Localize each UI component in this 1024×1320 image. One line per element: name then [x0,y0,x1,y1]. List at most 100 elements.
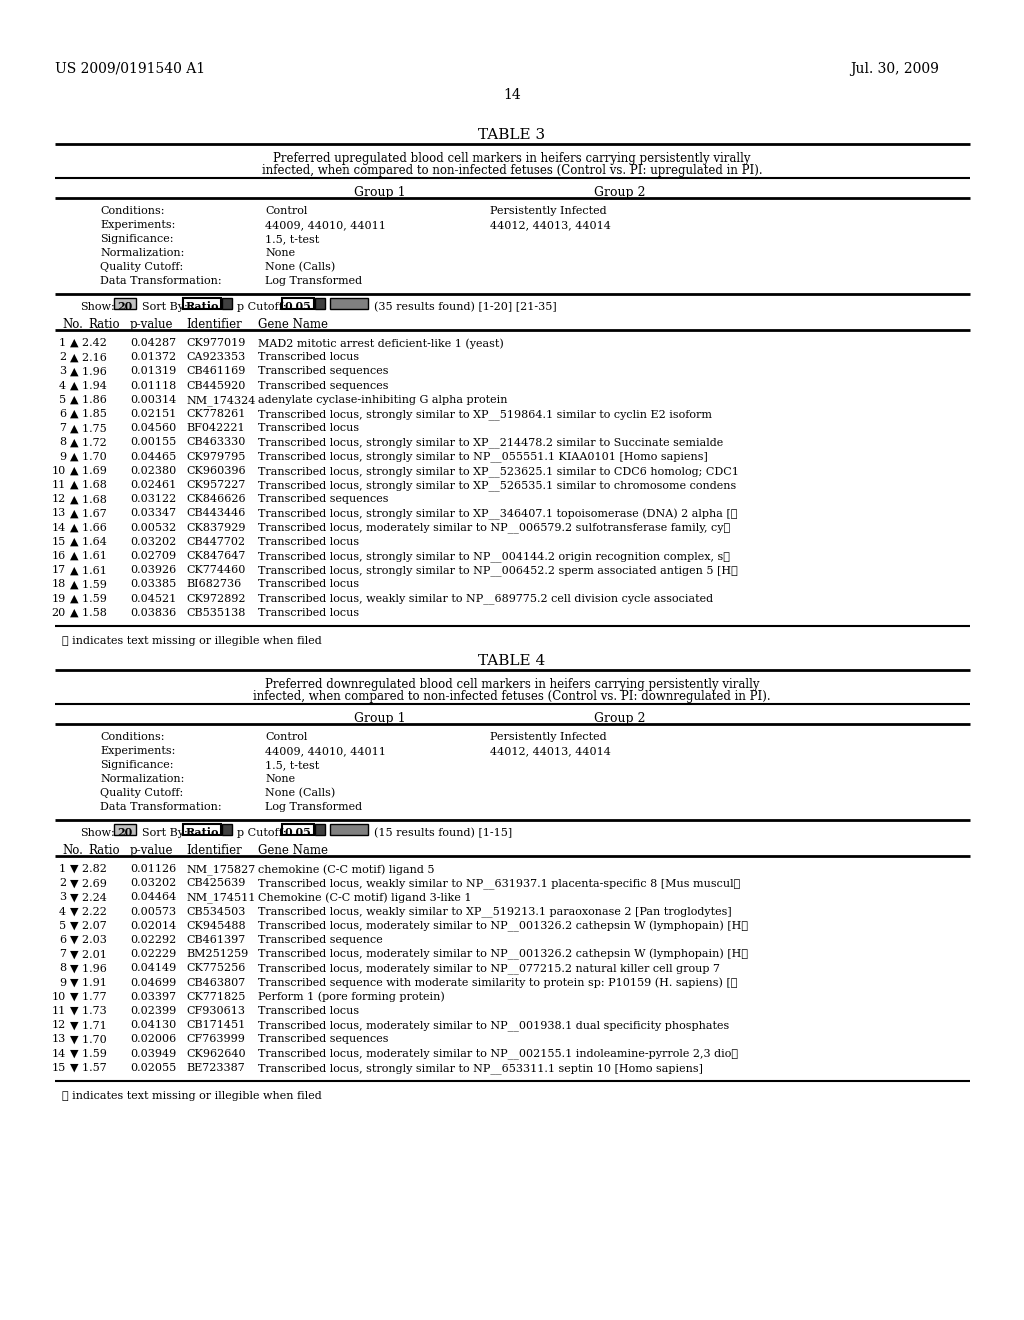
Text: Identifier: Identifier [186,843,242,857]
Text: Transcribed locus: Transcribed locus [258,424,359,433]
Text: Group 2: Group 2 [594,186,646,199]
FancyBboxPatch shape [315,824,325,836]
Text: CB461397: CB461397 [186,935,246,945]
Text: 0.00532: 0.00532 [130,523,176,532]
Text: 0.03949: 0.03949 [130,1048,176,1059]
Text: TABLE 4: TABLE 4 [478,653,546,668]
Text: 0.01118: 0.01118 [130,380,176,391]
Text: 2: 2 [58,352,66,362]
Text: Transcribed locus: Transcribed locus [258,607,359,618]
Text: Identifier: Identifier [186,318,242,331]
Text: 18: 18 [52,579,66,590]
Text: 0.02709: 0.02709 [130,550,176,561]
Text: BI682736: BI682736 [186,579,242,590]
Text: 10: 10 [52,466,66,475]
Text: 20: 20 [118,828,133,838]
Text: Transcribed locus, weakly similar to XP__519213.1 paraoxonase 2 [Pan troglodytes: Transcribed locus, weakly similar to XP_… [258,907,732,917]
Text: CK972892: CK972892 [186,594,246,603]
Text: Group 2: Group 2 [594,711,646,725]
Text: CB463807: CB463807 [186,978,246,987]
Text: Transcribed sequence with moderate similarity to protein sp: P10159 (H. sapiens): Transcribed sequence with moderate simil… [258,978,737,989]
Text: p Cutoff:: p Cutoff: [237,828,287,838]
Text: Quality Cutoff:: Quality Cutoff: [100,261,183,272]
Text: Log Transformed: Log Transformed [265,276,362,286]
Text: infected, when compared to non-infected fetuses (Control vs. PI: upregulated in : infected, when compared to non-infected … [262,164,762,177]
FancyBboxPatch shape [183,298,221,309]
Text: 0.00314: 0.00314 [130,395,176,405]
Text: CB425639: CB425639 [186,878,246,888]
Text: ▼ 2.82: ▼ 2.82 [70,865,106,874]
FancyBboxPatch shape [222,298,232,309]
Text: 8: 8 [58,437,66,447]
Text: 1.5, t-test: 1.5, t-test [265,760,319,770]
Text: Sort By:: Sort By: [142,828,187,838]
Text: ▼ 1.59: ▼ 1.59 [70,1048,106,1059]
Text: ▼ 2.01: ▼ 2.01 [70,949,106,960]
Text: p Cutoff:: p Cutoff: [237,302,287,312]
Text: 16: 16 [52,550,66,561]
Text: Transcribed locus: Transcribed locus [258,1006,359,1016]
Text: 14: 14 [52,523,66,532]
Text: CB534503: CB534503 [186,907,246,916]
Text: chemokine (C-C motif) ligand 5: chemokine (C-C motif) ligand 5 [258,865,434,875]
Text: Experiments:: Experiments: [100,746,175,756]
Text: US 2009/0191540 A1: US 2009/0191540 A1 [55,62,205,77]
Text: Transcribed locus: Transcribed locus [258,352,359,362]
Text: 20: 20 [52,607,66,618]
Text: CB171451: CB171451 [186,1020,246,1030]
Text: ▼ 1.71: ▼ 1.71 [70,1020,106,1030]
FancyBboxPatch shape [222,824,232,836]
Text: 0.04130: 0.04130 [130,1020,176,1030]
Text: ▲ 2.16: ▲ 2.16 [70,352,106,362]
Text: Transcribed locus, strongly similar to NP__653311.1 septin 10 [Homo sapiens]: Transcribed locus, strongly similar to N… [258,1063,703,1073]
Text: 0.03926: 0.03926 [130,565,176,576]
Text: NM_174511: NM_174511 [186,892,255,903]
Text: 0.03347: 0.03347 [130,508,176,519]
Text: 10: 10 [52,991,66,1002]
Text: Transcribed locus: Transcribed locus [258,579,359,590]
Text: 5: 5 [58,395,66,405]
Text: Transcribed locus, strongly similar to XP__214478.2 similar to Succinate semiald: Transcribed locus, strongly similar to X… [258,437,723,447]
Text: 1: 1 [58,865,66,874]
Text: Gene Name: Gene Name [258,843,328,857]
Text: 0.05: 0.05 [285,828,311,838]
Text: Significance:: Significance: [100,760,173,770]
Text: 0.02014: 0.02014 [130,921,176,931]
Text: Ratio: Ratio [185,301,219,312]
Text: Ratio: Ratio [88,318,120,331]
Text: 0.01126: 0.01126 [130,865,176,874]
Text: 7: 7 [59,949,66,960]
Text: (15 results found) [1-15]: (15 results found) [1-15] [374,828,512,838]
Text: CK771825: CK771825 [186,991,246,1002]
Text: BE723387: BE723387 [186,1063,245,1073]
Text: CB535138: CB535138 [186,607,246,618]
Text: MAD2 mitotic arrest deficient-like 1 (yeast): MAD2 mitotic arrest deficient-like 1 (ye… [258,338,504,348]
Text: CB461169: CB461169 [186,367,246,376]
Text: 4: 4 [58,380,66,391]
Text: 0.04149: 0.04149 [130,964,176,973]
Text: ▼ 1.57: ▼ 1.57 [70,1063,106,1073]
Text: ▲ 1.86: ▲ 1.86 [70,395,106,405]
Text: 0.04464: 0.04464 [130,892,176,903]
Text: 0.02399: 0.02399 [130,1006,176,1016]
FancyBboxPatch shape [114,824,136,836]
Text: Transcribed sequences: Transcribed sequences [258,380,388,391]
Text: ▲ 1.61: ▲ 1.61 [70,565,106,576]
Text: 3: 3 [58,892,66,903]
Text: Preferred downregulated blood cell markers in heifers carrying persistently vira: Preferred downregulated blood cell marke… [265,678,759,690]
Text: Transcribed locus, strongly similar to NP__055551.1 KIAA0101 [Homo sapiens]: Transcribed locus, strongly similar to N… [258,451,708,462]
Text: 12: 12 [52,494,66,504]
Text: 9: 9 [58,978,66,987]
Text: Transcribed sequences: Transcribed sequences [258,367,388,376]
Text: Chemokine (C-C motif) ligand 3-like 1: Chemokine (C-C motif) ligand 3-like 1 [258,892,471,903]
FancyBboxPatch shape [282,824,314,836]
Text: ▼ 2.03: ▼ 2.03 [70,935,106,945]
Text: BF042221: BF042221 [186,424,245,433]
Text: ▲ 1.66: ▲ 1.66 [70,523,106,532]
Text: Transcribed locus, moderately similar to NP__002155.1 indoleamine-pyrrole 2,3 di: Transcribed locus, moderately similar to… [258,1048,738,1060]
Text: Show:: Show: [80,828,115,838]
Text: None (Calls): None (Calls) [265,261,335,272]
Text: 17: 17 [52,565,66,576]
Text: CB463330: CB463330 [186,437,246,447]
Text: 19: 19 [52,594,66,603]
